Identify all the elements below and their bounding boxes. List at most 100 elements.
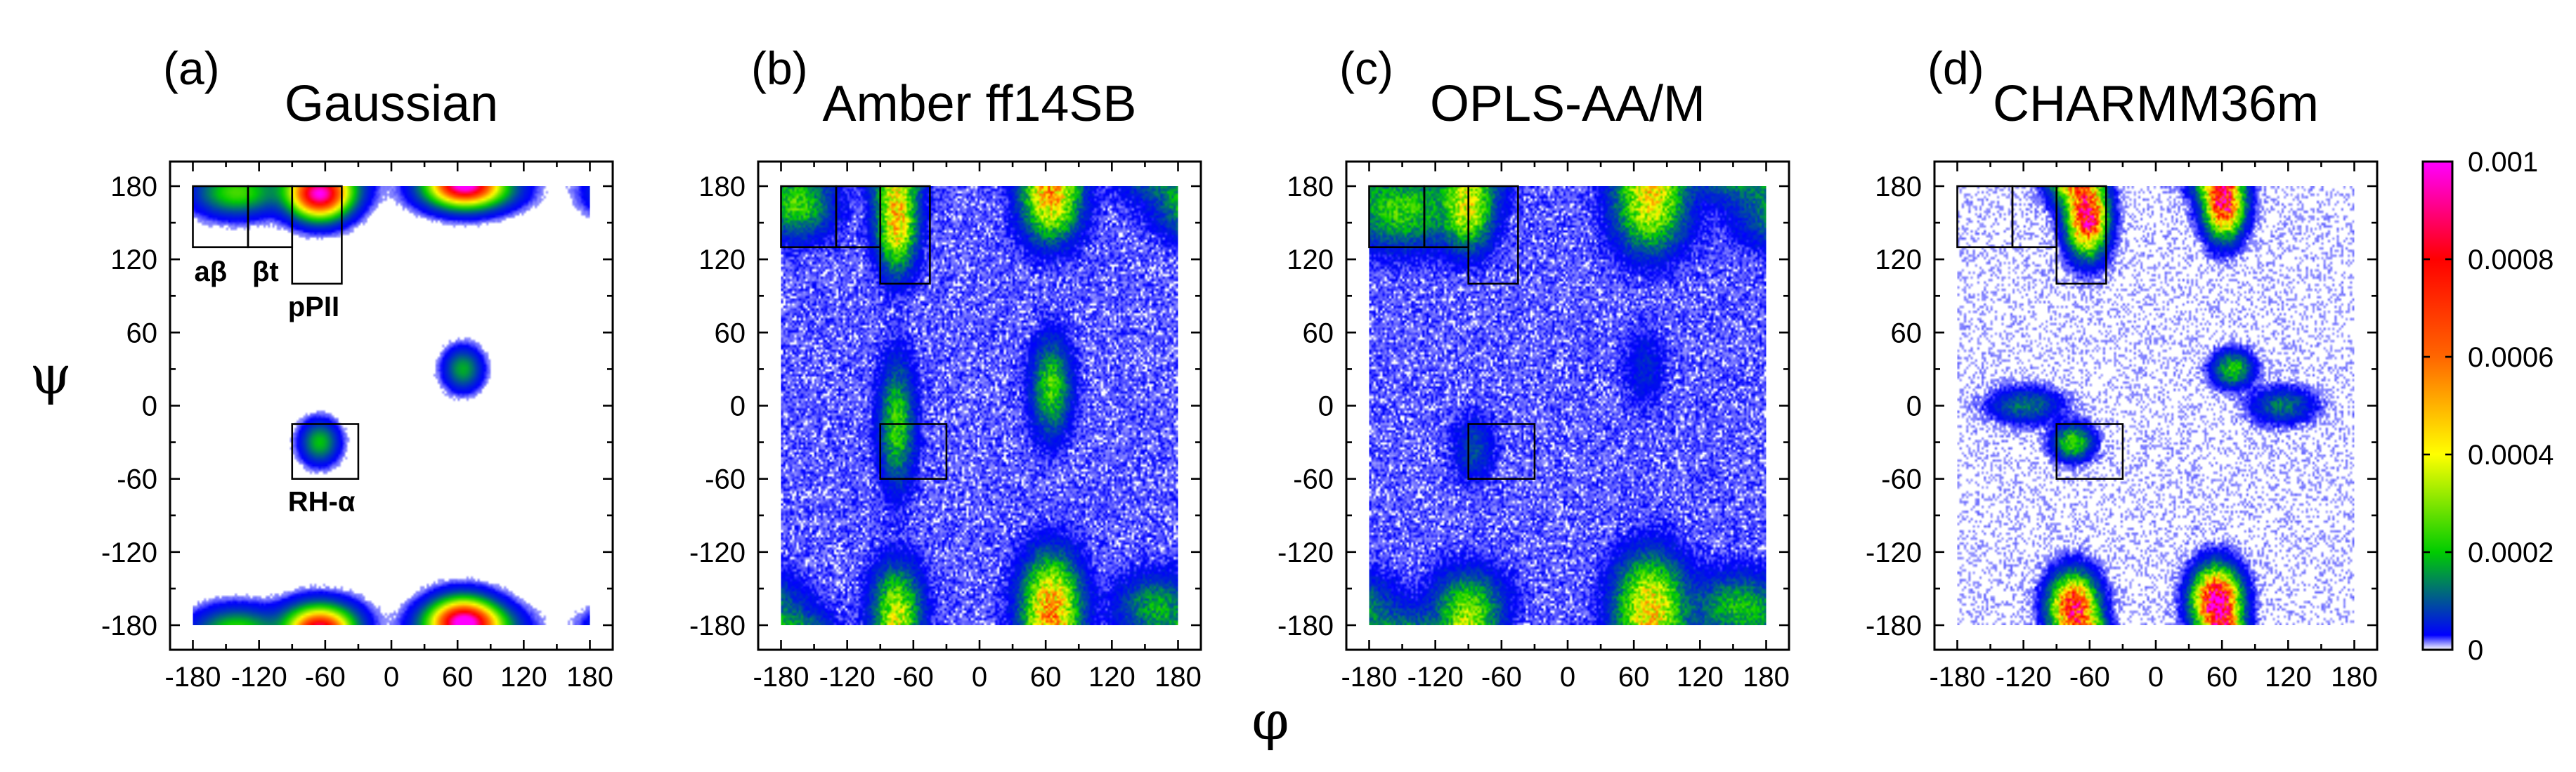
axis-ticks: -180 -120 -60 0 60 120 180 180 120 60 0 -60 -120 -180 (689, 162, 1202, 693)
y-tick-label: -120 (1866, 537, 1922, 568)
y-axis-title: ψ (30, 344, 72, 406)
x-tick-label: -120 (1407, 662, 1464, 693)
panel-title: OPLS-AA/M (1430, 76, 1705, 132)
y-tick-label: 180 (1875, 171, 1922, 202)
y-tick-label: 0 (730, 391, 746, 422)
y-tick-label: -180 (1277, 610, 1334, 641)
panel-letter: (b) (751, 42, 808, 94)
x-tick-label: -180 (1929, 662, 1985, 693)
x-tick-label: 0 (2148, 662, 2164, 693)
y-tick-label: 60 (1891, 318, 1923, 348)
x-tick-label: -120 (819, 662, 876, 693)
y-tick-label: 60 (126, 318, 158, 348)
panel-letter: (c) (1339, 42, 1393, 94)
x-tick-label: -180 (1341, 662, 1397, 693)
density-heatmap (1369, 186, 1767, 625)
axis-ticks: -180 -120 -60 0 60 120 180 180 120 60 0 -60 -120 -180 (1277, 162, 1790, 693)
y-tick-label: -180 (1866, 610, 1922, 641)
region-label: pPII (288, 292, 339, 322)
colorbar-tick-label: 0.0004 (2468, 440, 2554, 471)
panel-title: CHARMM36m (1993, 76, 2319, 132)
x-tick-label: -60 (1481, 662, 1522, 693)
y-tick-label: -180 (689, 610, 746, 641)
x-tick-label: -60 (2069, 662, 2110, 693)
density-heatmap (781, 186, 1178, 625)
y-tick-label: 180 (110, 171, 157, 202)
x-tick-label: 180 (566, 662, 613, 693)
y-tick-label: -120 (1277, 537, 1334, 568)
y-tick-label: 60 (715, 318, 746, 348)
x-tick-label: 180 (1154, 662, 1202, 693)
axis-ticks: -180 -120 -60 0 60 120 180 180 120 60 0 -60 -120 -180 (1866, 162, 2378, 693)
y-tick-label: 120 (1287, 244, 1334, 275)
region-boxes (192, 185, 360, 480)
x-tick-label: 120 (1088, 662, 1136, 693)
region-box (2055, 185, 2107, 285)
x-tick-label: 180 (1743, 662, 1790, 693)
panels: (a) Gaussian -180 -120 -60 0 60 120 180 180 120 60 0… (101, 42, 2379, 693)
region-box (291, 185, 343, 285)
colorbar-ticks: 0.001 0.0008 0.0006 0.0004 0.0002 0 (2423, 147, 2554, 666)
panel-d: (d)CHARMM36m -180 -120 -60 0 60 120 180 180 120 60… (1866, 42, 2379, 693)
region-box (1467, 423, 1536, 480)
colorbar-tick-label: 0 (2468, 635, 2483, 666)
panel-letter: (a) (163, 42, 220, 94)
y-tick-label: 120 (1875, 244, 1922, 275)
region-box (2055, 423, 2124, 480)
x-tick-label: 0 (1560, 662, 1575, 693)
x-tick-label: 60 (1618, 662, 1650, 693)
region-boxes (1956, 185, 2124, 480)
y-tick-label: 60 (1303, 318, 1334, 348)
colorbar-tick-label: 0.0008 (2468, 244, 2554, 275)
panel-title: Amber ff14SB (823, 76, 1137, 132)
region-box (879, 185, 931, 285)
x-tick-label: 120 (2265, 662, 2312, 693)
panel-letter: (d) (1927, 42, 1984, 94)
density-heatmap (193, 186, 590, 625)
x-tick-label: 180 (2331, 662, 2378, 693)
y-tick-label: 0 (1318, 391, 1334, 422)
y-tick-label: -120 (689, 537, 746, 568)
x-tick-label: -180 (164, 662, 221, 693)
x-tick-label: 120 (1677, 662, 1724, 693)
y-tick-label: -60 (117, 464, 157, 495)
x-tick-label: 120 (500, 662, 547, 693)
region-label: aβ (195, 256, 228, 287)
colorbar-tick-label: 0.0002 (2468, 537, 2554, 568)
y-tick-label: 180 (698, 171, 746, 202)
y-tick-label: 120 (698, 244, 746, 275)
x-tick-label: -120 (231, 662, 287, 693)
region-box (1467, 185, 1519, 285)
panel-c: (c) OPLS-AA/M -180 -120 -60 0 60 120 180 180 120 60… (1277, 42, 1790, 693)
x-tick-label: -180 (753, 662, 809, 693)
panel-a: (a) Gaussian -180 -120 -60 0 60 120 180 180 120 60 0… (101, 42, 614, 693)
y-tick-label: -180 (101, 610, 157, 641)
colorbar-gradient (2423, 162, 2452, 650)
x-axis-title: φ (1251, 689, 1289, 752)
x-tick-label: 60 (442, 662, 474, 693)
y-tick-label: 180 (1287, 171, 1334, 202)
x-tick-label: 60 (1030, 662, 1062, 693)
colorbar-tick-label: 0.001 (2468, 147, 2538, 178)
x-tick-label: 0 (384, 662, 399, 693)
x-tick-label: 0 (972, 662, 987, 693)
region-boxes (1368, 185, 1536, 480)
region-box (879, 423, 948, 480)
y-tick-label: -60 (1293, 464, 1334, 495)
panel-title: Gaussian (285, 76, 498, 132)
density-heatmap (1957, 186, 2355, 625)
y-tick-label: -60 (705, 464, 746, 495)
x-tick-label: -60 (305, 662, 346, 693)
colorbar-frame (2421, 160, 2454, 651)
x-tick-label: -60 (893, 662, 934, 693)
y-tick-label: 0 (142, 391, 157, 422)
axis-ticks: -180 -120 -60 0 60 120 180 180 120 60 0 -60 -120 -180 (101, 162, 613, 693)
region-label: βt (252, 256, 279, 287)
panel-b: (b) Amber ff14SB -180 -120 -60 0 60 120 180 180 12… (689, 42, 1202, 693)
y-tick-label: 0 (1906, 391, 1922, 422)
y-tick-label: -120 (101, 537, 157, 568)
x-tick-label: 60 (2206, 662, 2238, 693)
y-tick-label: 120 (110, 244, 157, 275)
region-box (291, 423, 360, 480)
